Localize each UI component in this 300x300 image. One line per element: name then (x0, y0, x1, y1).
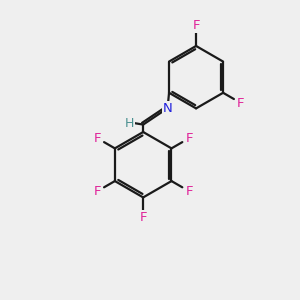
Text: F: F (93, 132, 101, 145)
Text: F: F (237, 97, 244, 110)
Text: H: H (124, 117, 134, 130)
Text: F: F (140, 212, 147, 224)
Text: F: F (185, 132, 193, 145)
Text: F: F (93, 185, 101, 198)
Text: N: N (163, 102, 172, 115)
Text: F: F (192, 19, 200, 32)
Text: F: F (185, 185, 193, 198)
